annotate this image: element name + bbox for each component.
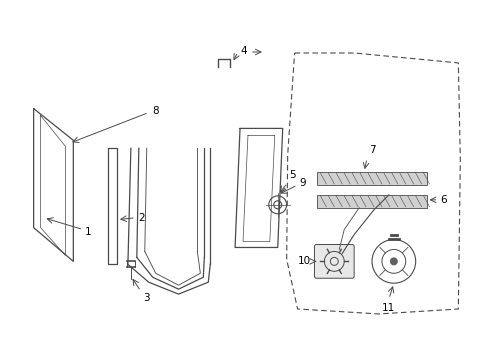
Text: 5: 5 — [289, 170, 296, 180]
Bar — [317, 195, 426, 208]
Circle shape — [389, 257, 397, 265]
Text: 9: 9 — [299, 178, 305, 188]
Text: 10: 10 — [297, 256, 310, 266]
FancyBboxPatch shape — [314, 244, 353, 278]
Text: 4: 4 — [240, 46, 246, 56]
Text: 8: 8 — [152, 105, 159, 116]
Text: 11: 11 — [382, 303, 395, 313]
Text: 2: 2 — [138, 213, 144, 223]
Text: 6: 6 — [440, 195, 446, 205]
Text: 1: 1 — [85, 226, 92, 237]
Bar — [317, 172, 426, 185]
Text: 3: 3 — [142, 293, 149, 303]
Text: 7: 7 — [368, 145, 375, 155]
